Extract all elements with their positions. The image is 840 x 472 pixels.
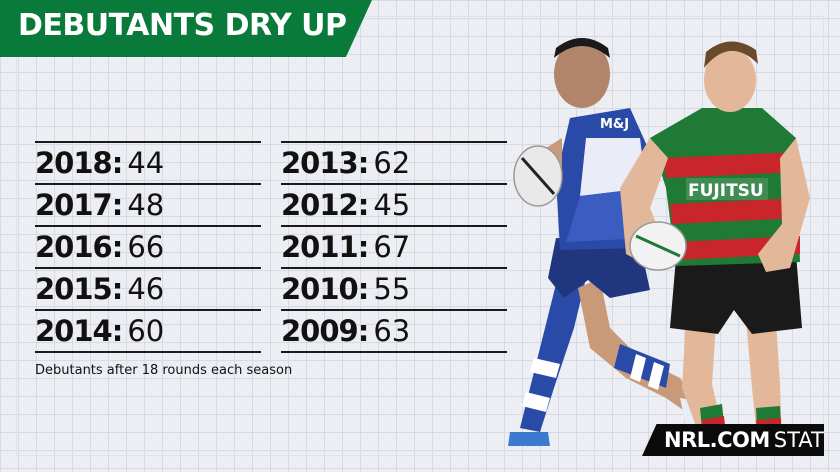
stat-row: 2012: 45 bbox=[281, 183, 507, 225]
page-title: DEBUTANTS DRY UP bbox=[18, 8, 347, 43]
stat-year: 2014 bbox=[35, 314, 113, 348]
players-photo: M&J FUJITSU bbox=[508, 38, 810, 448]
stat-year: 2017 bbox=[35, 188, 113, 222]
stats-column-left: 2018: 44 2017: 48 2016: 66 2015: 46 2014: 60 bbox=[35, 141, 261, 353]
stat-year: 2013 bbox=[281, 146, 359, 180]
stat-row: 2018: 44 bbox=[35, 141, 261, 183]
stat-year: 2009 bbox=[281, 314, 359, 348]
right-sponsor: FUJITSU bbox=[688, 181, 764, 201]
brand-primary: NRL.COM bbox=[664, 428, 770, 452]
title-banner bbox=[0, 0, 372, 57]
stat-value: 66 bbox=[127, 230, 165, 264]
stat-value: 48 bbox=[127, 188, 165, 222]
stat-row: 2009: 63 bbox=[281, 309, 507, 353]
stats-column-right: 2013: 62 2012: 45 2011: 67 2010: 55 2009: 63 bbox=[281, 141, 507, 353]
stat-year: 2011 bbox=[281, 230, 359, 264]
chart-caption: Debutants after 18 rounds each season bbox=[35, 363, 293, 378]
stat-value: 55 bbox=[373, 272, 411, 306]
stat-row: 2017: 48 bbox=[35, 183, 261, 225]
stat-year: 2016 bbox=[35, 230, 113, 264]
stat-value: 67 bbox=[373, 230, 411, 264]
stat-row: 2015: 46 bbox=[35, 267, 261, 309]
stat-value: 44 bbox=[127, 146, 165, 180]
stat-year: 2018 bbox=[35, 146, 113, 180]
stat-year: 2012 bbox=[281, 188, 359, 222]
stat-value: 60 bbox=[127, 314, 165, 348]
stat-row: 2011: 67 bbox=[281, 225, 507, 267]
brand-secondary: STATS bbox=[773, 428, 838, 452]
stat-row: 2016: 66 bbox=[35, 225, 261, 267]
stat-value: 46 bbox=[127, 272, 165, 306]
left-sponsor: M&J bbox=[600, 117, 629, 132]
stat-row: 2010: 55 bbox=[281, 267, 507, 309]
stat-year: 2015 bbox=[35, 272, 113, 306]
stat-value: 63 bbox=[373, 314, 411, 348]
stat-value: 62 bbox=[373, 146, 411, 180]
stat-value: 45 bbox=[373, 188, 411, 222]
stat-year: 2010 bbox=[281, 272, 359, 306]
stat-row: 2013: 62 bbox=[281, 141, 507, 183]
brand-logo: NRL.COM STATS bbox=[642, 424, 824, 456]
stat-row: 2014: 60 bbox=[35, 309, 261, 353]
